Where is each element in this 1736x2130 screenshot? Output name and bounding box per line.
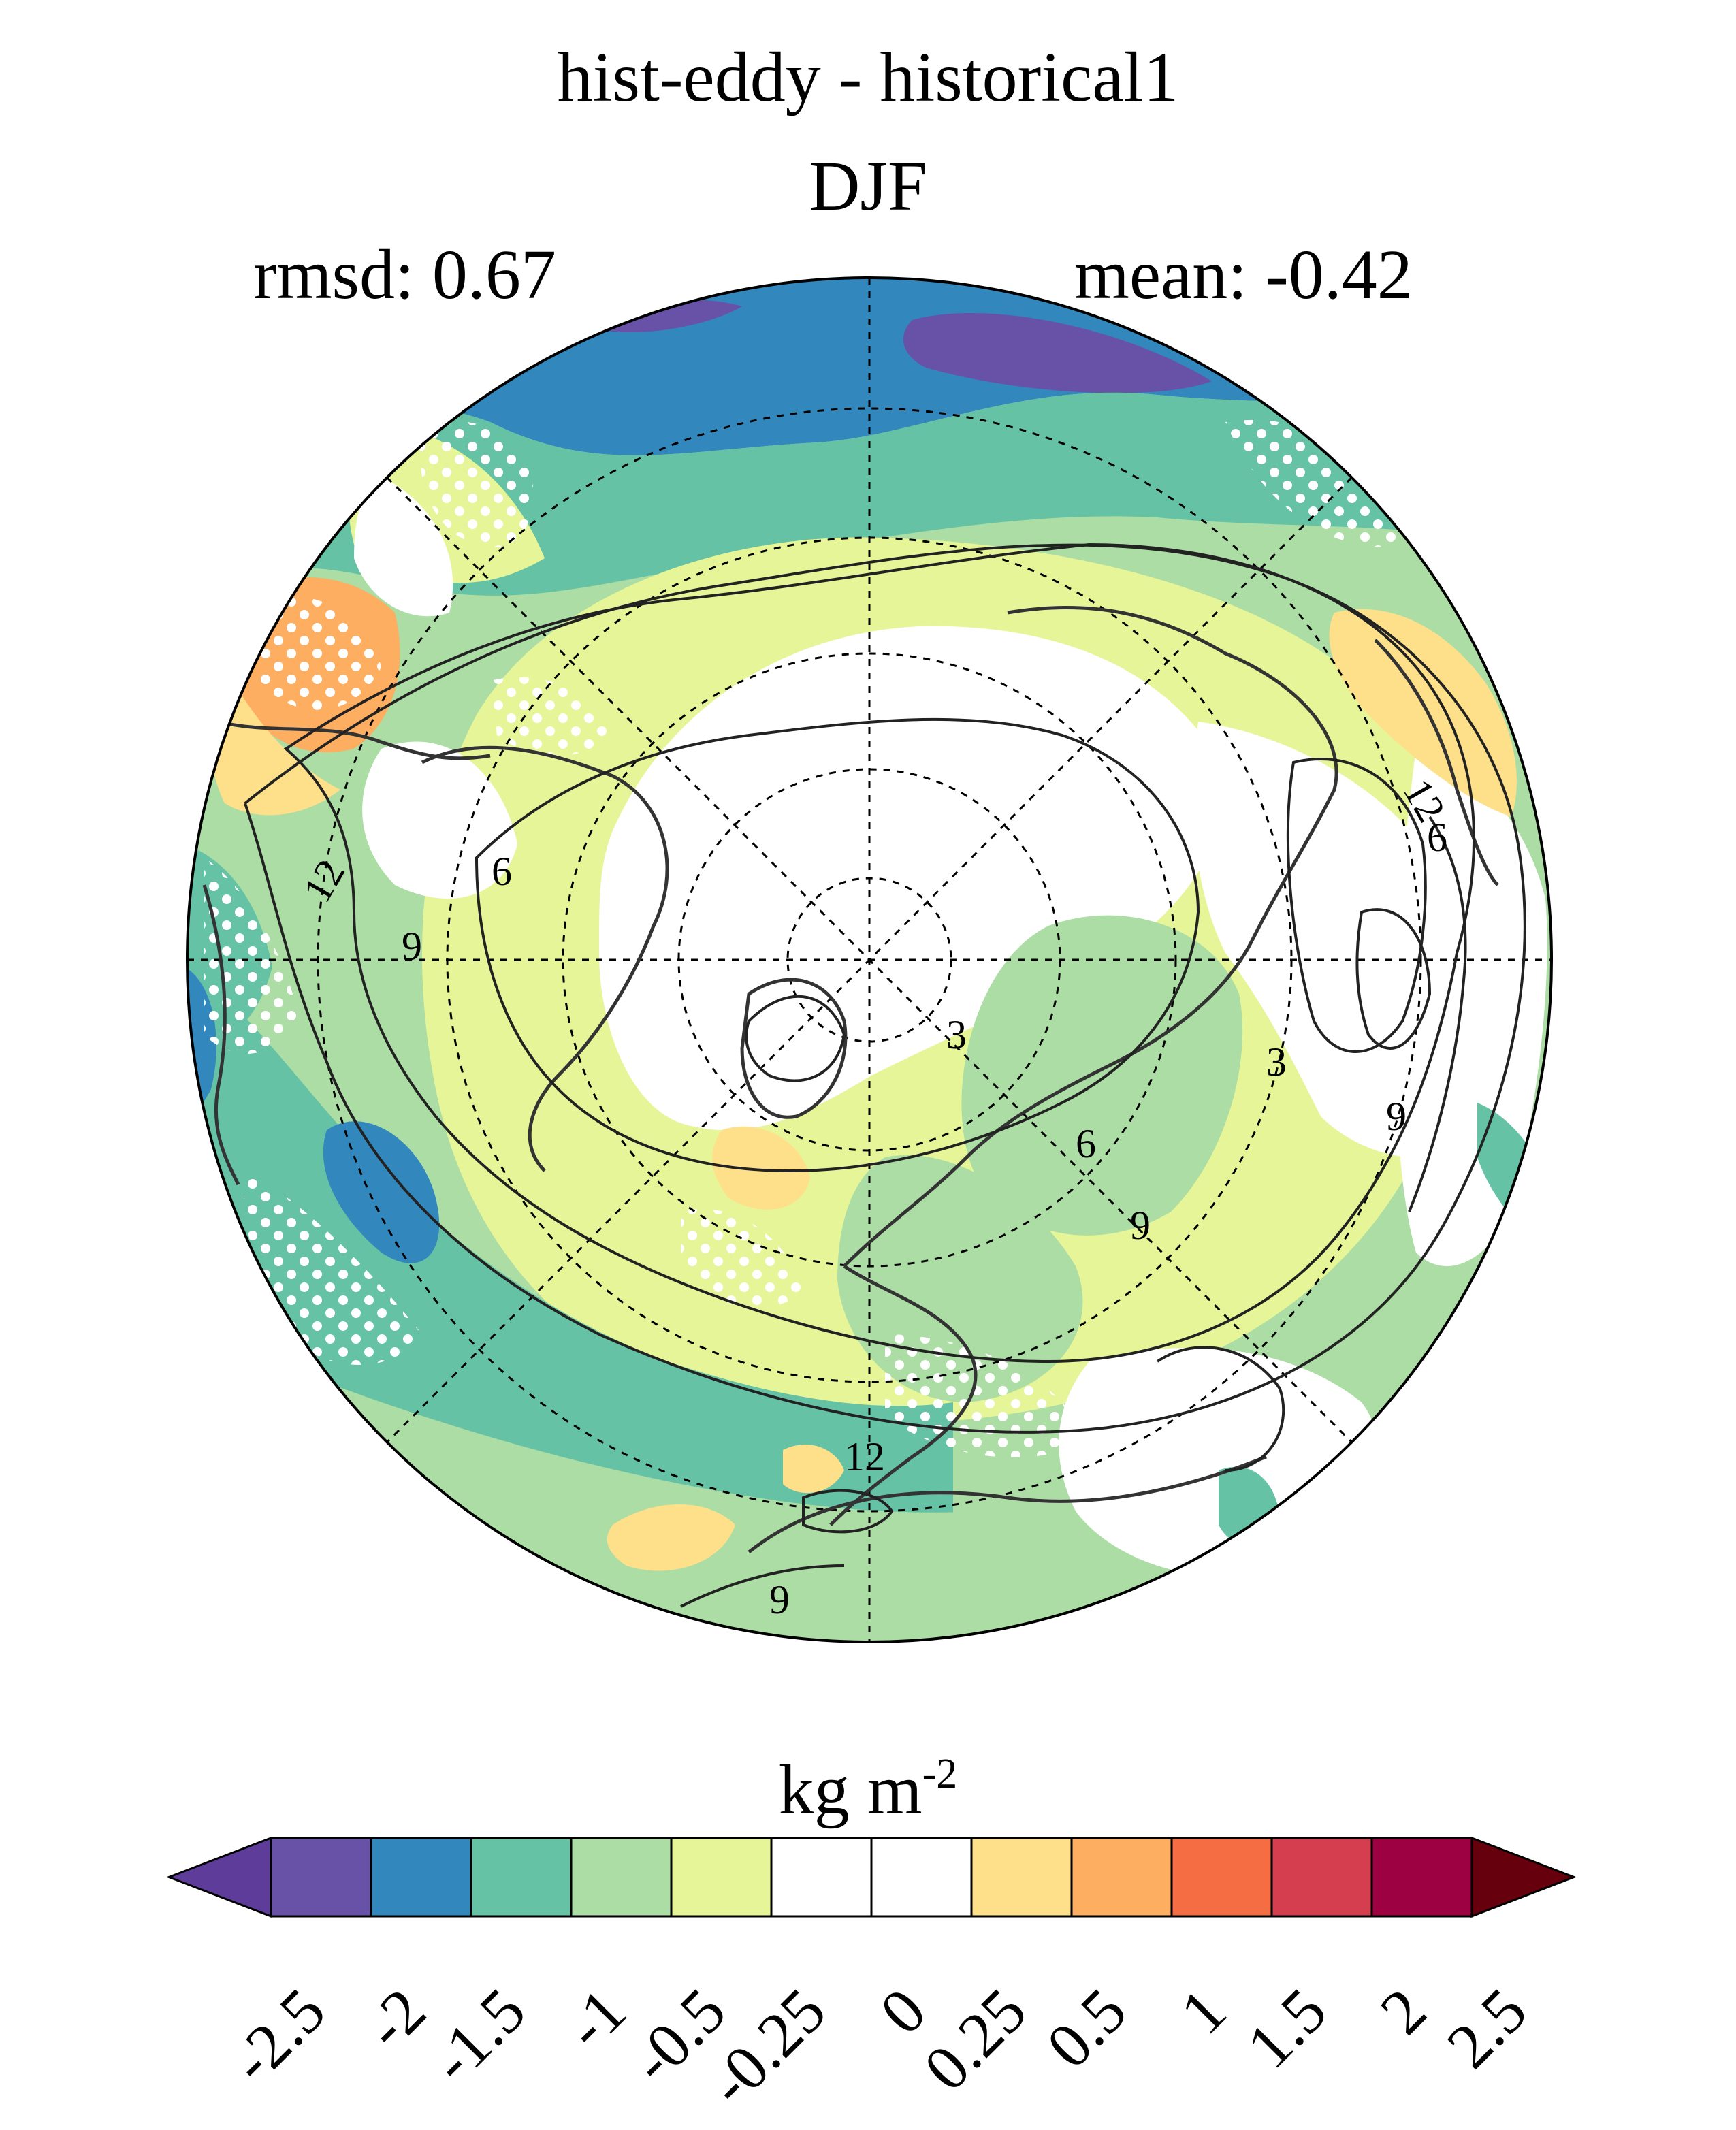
- season-label: DJF: [809, 147, 927, 225]
- contour-line: [802, 1489, 894, 1534]
- colorbar-extend-high: [1470, 1836, 1577, 1918]
- coastline-africa: [748, 1455, 1267, 1553]
- contour-line: [745, 995, 846, 1082]
- colorbar-swatch: [270, 1837, 372, 1918]
- colorbar-extend-low: [165, 1836, 272, 1918]
- field-stipple-2: [1225, 419, 1402, 547]
- field-stipple-7: [681, 1209, 803, 1308]
- field-orange-bottom: [607, 1504, 735, 1571]
- contour-line: [1156, 1346, 1285, 1472]
- contour-line: [244, 543, 1526, 1434]
- field-green-eurasia: [961, 915, 1243, 1236]
- contour-label: 6: [492, 849, 512, 894]
- colorbar-swatch: [1070, 1837, 1173, 1918]
- colorbar-swatch: [1270, 1837, 1373, 1918]
- latitude-circle: [317, 407, 1422, 1513]
- field-orange-atlantic: [712, 1126, 810, 1210]
- coastline-greenland: [740, 978, 848, 1119]
- colorbar-swatch: [970, 1837, 1073, 1918]
- field-stipple-1: [419, 420, 534, 547]
- colorbar-swatch: [670, 1837, 773, 1918]
- field-stipple-3: [259, 595, 381, 710]
- coastline-eurasia: [843, 606, 1338, 1268]
- meridian-line: [385, 476, 1353, 1444]
- field-white-pacific-top: [354, 477, 453, 617]
- colorbar-swatch: [1370, 1837, 1473, 1918]
- field-blue-pacific: [323, 1121, 440, 1263]
- coastline-east-asia: [1374, 639, 1499, 886]
- contour-label: 9: [769, 1577, 790, 1622]
- coastline-west-america: [202, 884, 240, 1186]
- contour-label: 12: [844, 1434, 885, 1479]
- map-border: [186, 276, 1553, 1643]
- coastlines: [202, 606, 1499, 1553]
- contour-line: [680, 1564, 845, 1608]
- contours: [244, 543, 1526, 1608]
- field-purple-top: [903, 313, 1212, 393]
- contour-label: 3: [1266, 1039, 1287, 1084]
- field-stipple-9: [490, 677, 613, 756]
- units-text: kg m: [778, 1751, 922, 1829]
- graticule: [187, 278, 1552, 1642]
- contour-label: 3: [946, 1012, 967, 1057]
- coastline-europe: [829, 1264, 978, 1526]
- field-white-canada: [362, 741, 517, 899]
- rmsd-stat: rmsd: 0.67: [253, 236, 556, 314]
- mean-stat: mean: -0.42: [1074, 236, 1413, 314]
- contour-label: 9: [1130, 1203, 1151, 1248]
- field-orange-bottom2: [783, 1444, 844, 1494]
- field-yellow-left-halo: [208, 653, 340, 816]
- field-white-polar: [599, 626, 1223, 1131]
- contour-label: 9: [1386, 1094, 1407, 1139]
- field-green-teal-upper: [204, 392, 1552, 596]
- latitude-circle: [562, 652, 1177, 1268]
- contour-line: [475, 717, 1200, 1173]
- units-exponent: -2: [922, 1751, 958, 1797]
- contour-label: 6: [1427, 815, 1447, 860]
- colorbar-swatch: [470, 1837, 573, 1918]
- coastline-north-america: [421, 745, 669, 1172]
- colorbar-swatch: [870, 1837, 973, 1918]
- field-orange-right: [1329, 609, 1517, 817]
- field-stipple-4: [204, 858, 300, 1054]
- colorbar-swatch: [1170, 1837, 1273, 1918]
- colorbar-swatch: [370, 1837, 472, 1918]
- contour-line: [1286, 758, 1427, 1053]
- contour-label: 6: [1076, 1121, 1096, 1166]
- contour-label: 9: [402, 924, 422, 969]
- colorbar-swatch: [570, 1837, 673, 1918]
- contour-line: [1408, 816, 1467, 1212]
- colorbar-units: kg m-2: [0, 1753, 1736, 1826]
- plot-title: hist-eddy - historical1: [557, 38, 1179, 116]
- coastline-aleutian: [217, 720, 491, 760]
- colorbar-swatch: [770, 1837, 873, 1918]
- contour-line: [283, 543, 1475, 1363]
- contour-line: [1355, 908, 1432, 1050]
